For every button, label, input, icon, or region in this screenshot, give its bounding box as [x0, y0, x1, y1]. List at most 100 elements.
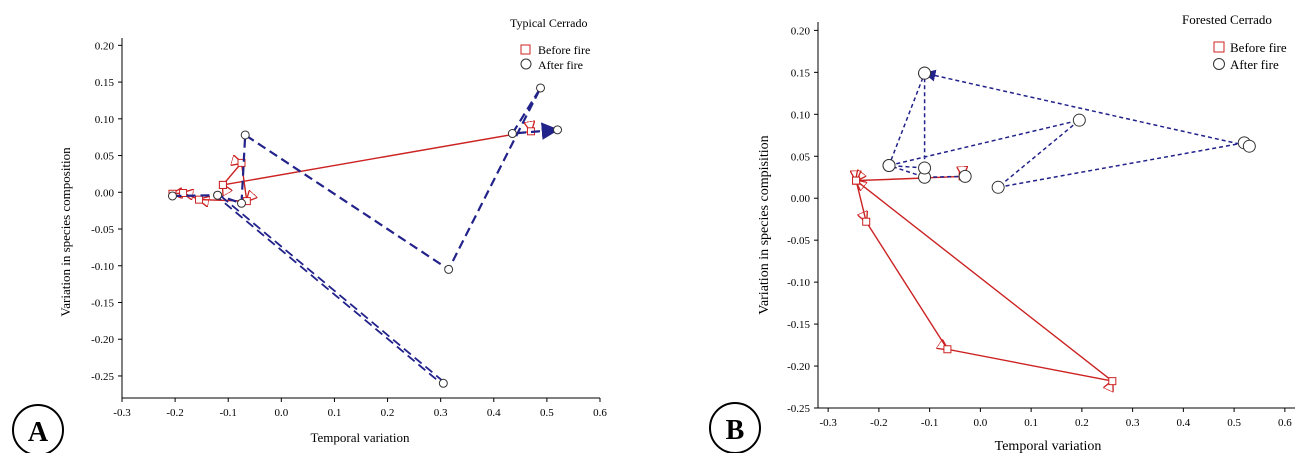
data-point [536, 83, 546, 93]
panel-badge-circle [709, 402, 761, 453]
x-tick-label: -0.3 [113, 407, 131, 419]
y-tick-label: 0.00 [95, 187, 115, 199]
y-tick-label: 0.15 [95, 77, 115, 89]
legend-label-after-fire: After fire [538, 58, 583, 72]
y-tick-label: -0.20 [787, 361, 810, 373]
legend-marker-after-fire [520, 58, 532, 70]
data-point [444, 264, 454, 274]
data-point [991, 180, 1005, 194]
y-tick-label: -0.25 [91, 371, 114, 383]
x-axis-label: Temporal variation [995, 439, 1102, 453]
y-tick-label: -0.05 [91, 224, 114, 236]
data-point [438, 378, 448, 388]
y-tick-label: -0.05 [787, 235, 810, 247]
y-tick-label: 0.05 [95, 151, 115, 163]
legend-label-after-fire: After fire [1230, 57, 1279, 72]
series-line [220, 195, 448, 386]
data-point [237, 158, 246, 167]
x-tick-label: 0.1 [1024, 417, 1038, 429]
legend: Before fire After fire [1213, 40, 1287, 72]
data-point [237, 198, 246, 208]
x-tick-label: 0.6 [1278, 417, 1292, 429]
y-tick-label: -0.10 [91, 261, 114, 273]
y-ticks: 0.20 0.15 0.10 0.05 0.00 -0.05 -0.10 -0.15 -0.20… [91, 40, 122, 383]
data-point [958, 169, 972, 183]
x-tick-label: 0.5 [540, 407, 554, 419]
y-ticks: 0.20 0.15 0.10 0.05 0.00 -0.05 -0.10 -0.15 -0.20… [787, 25, 818, 415]
y-tick-label: 0.10 [95, 114, 115, 126]
legend-marker-after-fire [1213, 58, 1225, 70]
y-tick-label: -0.25 [787, 403, 810, 415]
x-tick-label: -0.1 [921, 417, 938, 429]
data-point [195, 195, 204, 204]
series-line [856, 176, 1112, 381]
x-tick-label: -0.1 [220, 407, 237, 419]
legend-marker-before-fire [520, 44, 531, 55]
legend-label-before-fire: Before fire [538, 43, 590, 57]
series-line [172, 87, 560, 271]
data-point [507, 129, 517, 139]
data-point [918, 66, 932, 80]
y-tick-label: 0.20 [791, 25, 811, 37]
data-point [1242, 139, 1256, 153]
data-point [918, 161, 932, 175]
x-tick-label: 0.2 [381, 407, 395, 419]
x-tick-label: 0.0 [274, 407, 288, 419]
legend: Before fire After fire [520, 43, 590, 72]
legend-label-before-fire: Before fire [1230, 40, 1287, 55]
series-line [173, 131, 532, 201]
x-tick-label: -0.2 [870, 417, 887, 429]
data-point [1108, 377, 1117, 386]
x-tick-label: 0.6 [593, 407, 607, 419]
y-tick-label: 0.20 [95, 40, 115, 52]
panel-badge-circle [12, 404, 64, 453]
data-point [943, 345, 952, 354]
y-tick-label: -0.15 [787, 319, 810, 331]
x-axis-label: Temporal variation [310, 430, 410, 445]
panel-badge-a: A [12, 404, 64, 453]
x-ticks: -0.3 -0.2 -0.1 0.0 0.1 0.2 0.3 0.4 0.5 0.6 [113, 398, 607, 419]
y-axis-label: Variation in species composition [58, 147, 73, 317]
chart-panel-a: -0.3 -0.2 -0.1 0.0 0.1 0.2 0.3 0.4 0.5 0.6 0.200.… [12, 16, 607, 453]
data-point [213, 190, 223, 200]
x-tick-label: 0.3 [434, 407, 448, 419]
y-tick-label: -0.10 [787, 277, 810, 289]
series-layer [167, 83, 563, 388]
y-tick-label: 0.00 [791, 193, 811, 205]
x-tick-label: -0.3 [819, 417, 837, 429]
data-point [1072, 113, 1086, 127]
y-tick-label: 0.10 [791, 109, 811, 121]
series-line [213, 193, 441, 383]
x-tick-label: 0.2 [1075, 417, 1089, 429]
x-tick-label: 0.4 [1176, 417, 1190, 429]
chart-title: Forested Cerrado [1182, 12, 1272, 27]
x-ticks: -0.3 -0.2 -0.1 0.0 0.1 0.2 0.3 0.4 0.5 0.6 [819, 408, 1292, 429]
y-axis-label: Variation in species compisition [757, 135, 772, 314]
panel-badge-b: B [709, 402, 761, 453]
chart-panel-b: -0.3 -0.2 -0.1 0.0 0.1 0.2 0.3 0.4 0.5 0.6 0.20 0.… [709, 12, 1295, 453]
data-point [167, 191, 177, 201]
data-point [862, 217, 871, 226]
data-point [240, 130, 250, 140]
panel-badge-label: A [28, 417, 49, 448]
y-tick-label: -0.15 [91, 297, 114, 309]
x-tick-label: -0.2 [166, 407, 183, 419]
legend-marker-before-fire [1213, 41, 1225, 53]
x-tick-label: 0.1 [328, 407, 342, 419]
data-point [553, 125, 563, 135]
data-point [852, 176, 861, 185]
data-point [179, 189, 188, 198]
y-tick-label: -0.20 [91, 334, 114, 346]
x-tick-label: 0.0 [974, 417, 988, 429]
data-point [218, 180, 227, 189]
panel-badge-label: B [726, 415, 745, 446]
series-layer [852, 66, 1256, 386]
series-line [888, 69, 1250, 189]
data-point [882, 158, 896, 172]
chart-title: Typical Cerrado [510, 16, 587, 30]
x-tick-label: 0.5 [1227, 417, 1241, 429]
y-tick-label: 0.15 [791, 67, 811, 79]
x-tick-label: 0.4 [487, 407, 501, 419]
x-tick-label: 0.3 [1126, 417, 1140, 429]
